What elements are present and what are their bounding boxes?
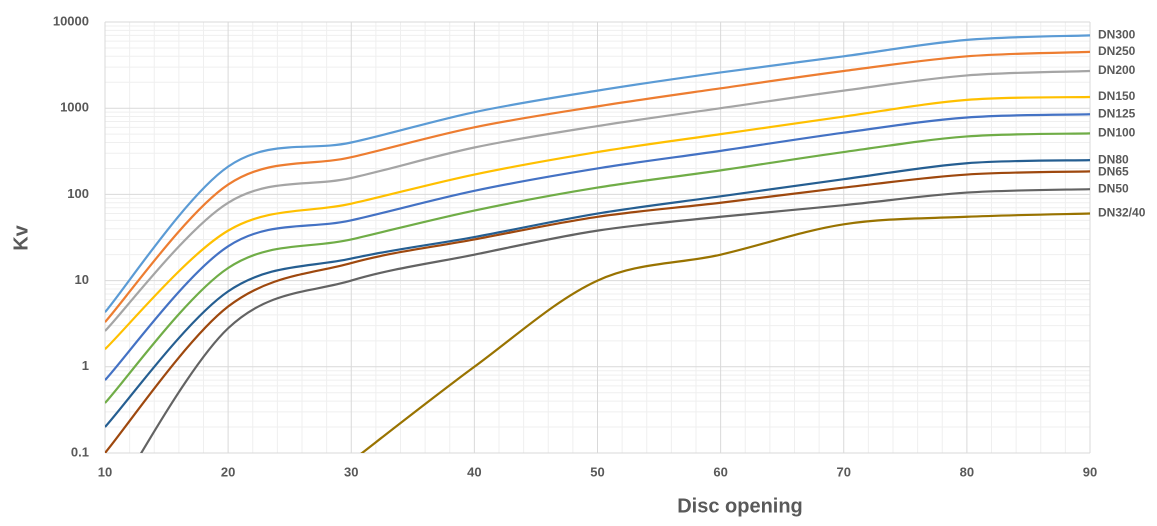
- x-tick-label: 10: [98, 464, 112, 479]
- x-tick-label: 40: [467, 464, 481, 479]
- x-tick-label: 30: [344, 464, 358, 479]
- x-tick-label: 50: [590, 464, 604, 479]
- series-line: [105, 158, 1090, 428]
- series-line: [105, 113, 1090, 381]
- series-label: DN100: [1098, 126, 1136, 140]
- x-tick-label: 60: [713, 464, 727, 479]
- series-label: DN150: [1098, 89, 1136, 103]
- series-label: DN200: [1098, 63, 1136, 77]
- series-label: DN65: [1098, 164, 1129, 178]
- x-tick-label: 90: [1083, 464, 1097, 479]
- x-tick-label: 80: [960, 464, 974, 479]
- y-tick-label: 1: [82, 358, 89, 373]
- x-tick-label: 20: [221, 464, 235, 479]
- series-line: [360, 212, 1090, 453]
- series-line: [105, 170, 1090, 453]
- y-tick-label: 10: [75, 272, 89, 287]
- series-label: DN32/40: [1098, 206, 1146, 220]
- series-label: DN80: [1098, 152, 1129, 166]
- series-line: [105, 69, 1090, 332]
- plot-area: [105, 34, 1090, 453]
- y-tick-label: 10000: [53, 13, 89, 28]
- series-line: [105, 50, 1090, 323]
- series-label: DN250: [1098, 44, 1136, 58]
- series-line: [139, 188, 1090, 453]
- x-tick-label: 70: [837, 464, 851, 479]
- series-label: DN50: [1098, 181, 1129, 195]
- y-tick-label: 1000: [60, 100, 89, 115]
- x-axis-title: Disc opening: [677, 495, 803, 517]
- series-label: DN300: [1098, 28, 1136, 42]
- y-tick-label: 100: [67, 186, 89, 201]
- series-line: [105, 34, 1090, 313]
- series-line: [105, 95, 1090, 350]
- y-tick-label: 0.1: [71, 444, 89, 459]
- series-label: DN125: [1098, 106, 1136, 120]
- y-axis-title: Kv: [10, 224, 32, 250]
- series-line: [105, 132, 1090, 404]
